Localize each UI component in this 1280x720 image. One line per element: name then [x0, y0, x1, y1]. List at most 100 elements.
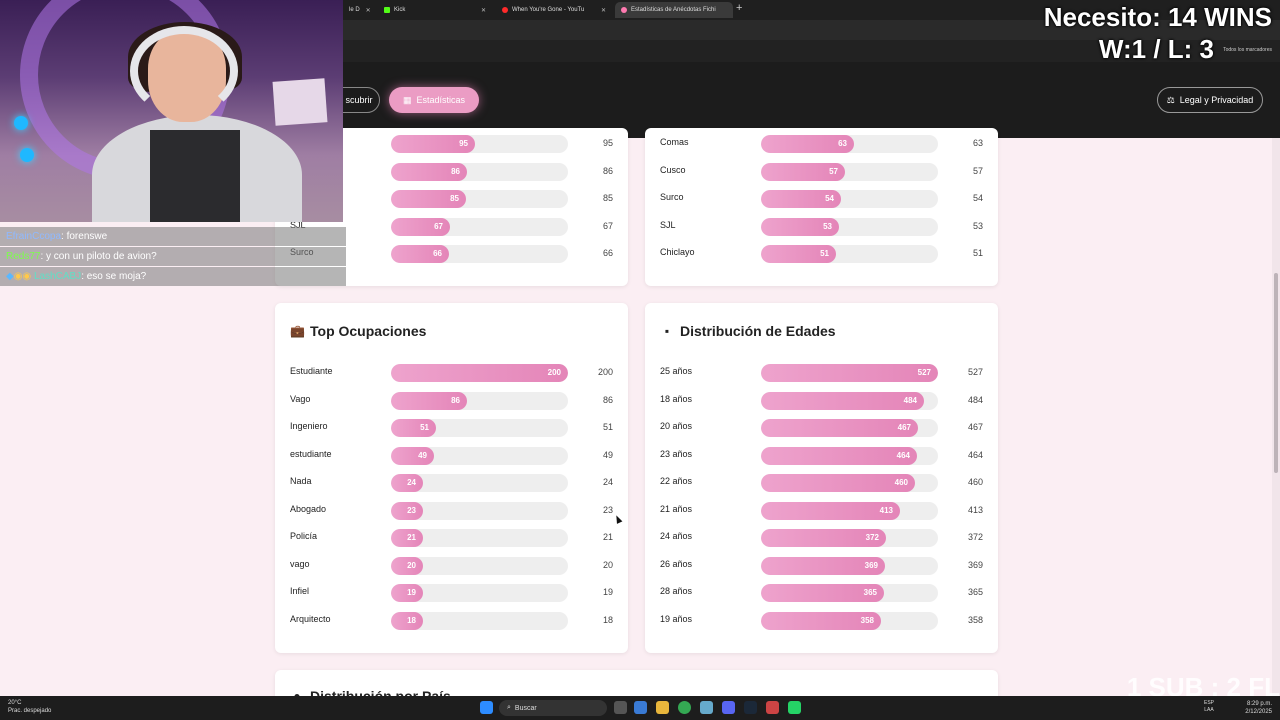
- app-icon[interactable]: [700, 701, 713, 714]
- discord-icon[interactable]: [722, 701, 735, 714]
- new-tab-icon[interactable]: +: [736, 2, 743, 14]
- badge-icon: ◆: [6, 271, 14, 282]
- blue-light: [20, 148, 34, 162]
- stat-bar-track: 21: [391, 529, 568, 547]
- stat-value: 369: [967, 559, 983, 570]
- stat-label: SJL: [290, 219, 306, 230]
- stat-bar-track: 66: [391, 245, 568, 263]
- stats-card-top-right: Comas 63 63 Cusco 57 57 Surco 54 54 SJL 53 53 Chicla…: [645, 128, 998, 286]
- stat-row: 86 86: [290, 162, 613, 181]
- stat-bar-track: 18: [391, 611, 568, 630]
- copilot-icon[interactable]: [634, 701, 647, 714]
- stat-row: Surco6666: [290, 245, 613, 263]
- stat-value: 95: [602, 138, 613, 148]
- stat-label: Surco: [660, 192, 684, 202]
- stat-value: 365: [967, 587, 983, 597]
- stat-bar-fill: 86: [391, 162, 467, 181]
- stat-row: 21 años 413 413: [660, 501, 983, 520]
- stat-value: 358: [967, 614, 983, 625]
- stat-label: 21 años: [660, 503, 693, 514]
- wall-sign: [272, 78, 328, 126]
- whatsapp-icon[interactable]: [788, 701, 801, 714]
- language-indicator[interactable]: ESP LAA: [1204, 700, 1214, 714]
- page-scrollbar[interactable]: [1272, 138, 1280, 696]
- tab-title: le D: [349, 7, 360, 13]
- stat-row: Cusco 57 57: [660, 162, 983, 181]
- stat-bar-fill: 464: [761, 446, 917, 465]
- stat-bar-fill: 51: [761, 245, 836, 263]
- stat-bar-fill: 413: [761, 501, 900, 520]
- stat-row: Surco 54 54: [660, 190, 983, 208]
- stat-bar-track: 86: [391, 391, 568, 410]
- browser-tab[interactable]: When You're Gone - YouTu ✕: [496, 2, 612, 18]
- stat-label: Abogado: [290, 503, 327, 514]
- browser-tab[interactable]: le D ✕: [343, 2, 373, 18]
- stat-value: 51: [972, 248, 983, 258]
- stat-label: Policía: [290, 531, 318, 541]
- stat-bar-fill: 358: [761, 611, 881, 630]
- stat-row: 25 años 527 527: [660, 364, 983, 382]
- tab-title: Kick: [394, 7, 406, 13]
- stat-label: 19 años: [660, 613, 693, 624]
- chart-icon: ▦: [402, 94, 412, 105]
- stat-bar-track: 372: [761, 529, 938, 547]
- close-icon[interactable]: ✕: [600, 7, 606, 14]
- chrome-icon[interactable]: [678, 701, 691, 714]
- stat-value: 51: [602, 422, 613, 432]
- clock[interactable]: 8:29 p.m. 2/12/2025: [1245, 700, 1272, 716]
- stat-label: Nada: [290, 476, 312, 486]
- stat-label: 25 años: [660, 366, 693, 376]
- stat-value: 527: [967, 367, 983, 377]
- stat-bar-track: 51: [761, 245, 938, 263]
- shield-icon: ⚖: [1166, 94, 1175, 105]
- stat-bar-fill: 527: [761, 364, 938, 382]
- legal-label: Legal y Privacidad: [1179, 95, 1254, 105]
- stat-value: 67: [602, 220, 613, 231]
- heart-icon: [621, 7, 627, 13]
- kick-icon: [384, 7, 390, 13]
- stat-value: 484: [967, 394, 983, 405]
- stats-button[interactable]: ▦ Estadísticas: [389, 87, 479, 113]
- stat-value: 86: [602, 394, 613, 405]
- stat-value: 19: [602, 587, 613, 597]
- stat-value: 23: [602, 504, 613, 515]
- windows-start-icon[interactable]: [480, 701, 493, 714]
- stat-bar-track: 464: [761, 446, 938, 465]
- legal-button[interactable]: ⚖ Legal y Privacidad: [1157, 87, 1263, 113]
- file-explorer-icon[interactable]: [656, 701, 669, 714]
- browser-tab[interactable]: Kick ✕: [378, 2, 492, 18]
- close-icon[interactable]: ✕: [480, 7, 486, 14]
- scrollbar-thumb[interactable]: [1274, 273, 1278, 473]
- stat-bar-fill: 49: [391, 446, 434, 465]
- wins-overlay: Necesito: 14 WINS: [1043, 2, 1272, 32]
- stat-label: vago: [290, 558, 310, 569]
- stat-row: 95 95: [290, 135, 613, 153]
- stat-bar-track: 20: [391, 556, 568, 575]
- close-icon[interactable]: ✕: [365, 7, 371, 14]
- stat-row: 18 años 484 484: [660, 391, 983, 410]
- stat-value: 49: [602, 449, 613, 460]
- stat-value: 24: [602, 477, 613, 487]
- chat-message: ◆◉◉ LashCABJ: eso se moja?: [0, 267, 346, 286]
- card-title: 💼 Top Ocupaciones: [290, 323, 426, 339]
- stat-bar-track: 57: [761, 162, 938, 181]
- taskbar-search[interactable]: ⌕ Buscar: [499, 700, 607, 716]
- stat-row: Nada 24 24: [290, 474, 613, 492]
- weather-widget[interactable]: 20°C Prac. despejado: [8, 699, 51, 715]
- stat-bar-track: 358: [761, 611, 938, 630]
- browser-tab-active[interactable]: Estadísticas de Anécdotas Fichi: [615, 2, 733, 18]
- app-icon[interactable]: [766, 701, 779, 714]
- steam-icon[interactable]: [744, 701, 757, 714]
- stat-bar-fill: 200: [391, 364, 568, 382]
- all-bookmarks-link[interactable]: Todos los marcadores: [1223, 47, 1272, 53]
- task-view-icon[interactable]: [614, 701, 627, 714]
- stat-label: Ingeniero: [290, 421, 328, 431]
- tab-title: Estadísticas de Anécdotas Fichi: [631, 7, 716, 13]
- stat-bar-fill: 95: [391, 135, 475, 153]
- stat-bar-track: 365: [761, 584, 938, 602]
- stat-bar-fill: 20: [391, 556, 423, 575]
- stat-bar-track: 49: [391, 446, 568, 465]
- stat-label: 18 años: [660, 393, 693, 404]
- stat-value: 53: [972, 220, 983, 231]
- stat-value: 20: [602, 559, 613, 570]
